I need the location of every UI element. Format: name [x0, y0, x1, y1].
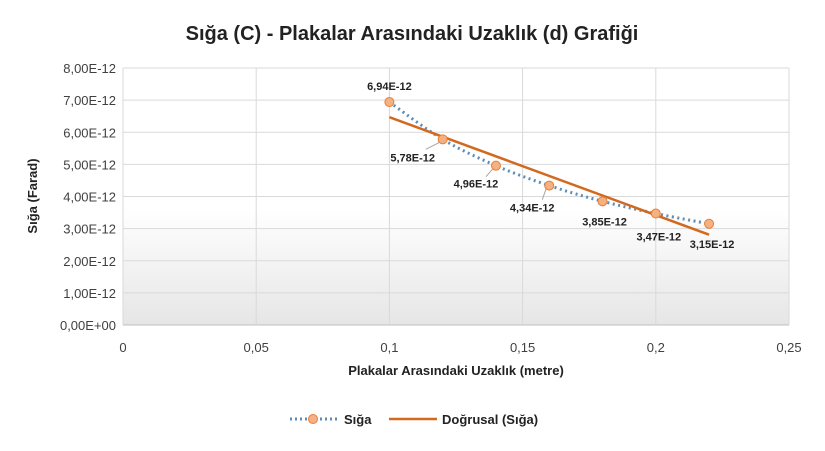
x-axis: 0 0,05 0,1 0,15 0,2 0,25	[119, 340, 801, 355]
x-tick-label: 0,2	[647, 340, 665, 355]
data-label: 5,78E-12	[390, 152, 435, 164]
data-point	[597, 196, 608, 207]
y-tick-label: 4,00E-12	[63, 190, 116, 205]
grid	[122, 67, 790, 326]
data-label: 4,34E-12	[510, 203, 555, 215]
x-tick-label: 0,15	[510, 340, 535, 355]
data-point	[650, 208, 661, 219]
y-tick-label: 3,00E-12	[63, 222, 116, 237]
series: 6,94E-12 5,78E-12 4,96E-12 4,34E-12 3,85E-12…	[367, 81, 734, 251]
x-tick-label: 0,25	[776, 340, 801, 355]
y-tick-label: 7,00E-12	[63, 93, 116, 108]
legend-marker-icon	[308, 414, 318, 424]
data-label: 3,85E-12	[582, 216, 627, 228]
legend: Sığa Doğrusal (Sığa)	[290, 412, 538, 427]
data-point	[704, 218, 715, 229]
y-tick-label: 0,00E+00	[60, 318, 116, 333]
data-label: 6,94E-12	[367, 81, 412, 93]
data-point	[544, 180, 555, 191]
data-label-leader	[541, 188, 547, 200]
y-tick-label: 1,00E-12	[63, 286, 116, 301]
chart-title: Sığa (C) - Plakalar Arasındaki Uzaklık (…	[186, 23, 639, 45]
y-tick-label: 2,00E-12	[63, 254, 116, 269]
y-tick-label: 8,00E-12	[63, 61, 116, 76]
data-point	[437, 134, 448, 145]
y-axis-label: Sığa (Farad)	[25, 158, 40, 233]
data-label: 4,96E-12	[454, 179, 499, 191]
data-label: 3,15E-12	[690, 239, 735, 251]
data-point	[490, 160, 501, 171]
data-point	[384, 97, 395, 108]
data-label-leader	[485, 168, 494, 177]
legend-label-siga: Sığa	[344, 412, 372, 427]
x-tick-label: 0	[119, 340, 126, 355]
x-axis-label: Plakalar Arasındaki Uzaklık (metre)	[348, 363, 564, 378]
legend-label-trend: Doğrusal (Sığa)	[442, 412, 538, 427]
y-tick-label: 6,00E-12	[63, 125, 116, 140]
x-tick-label: 0,1	[380, 340, 398, 355]
y-tick-label: 5,00E-12	[63, 157, 116, 172]
y-axis: 0,00E+00 1,00E-12 2,00E-12 3,00E-12 4,00E-12…	[60, 61, 116, 333]
data-label-leader	[425, 141, 440, 150]
data-label: 3,47E-12	[636, 232, 681, 244]
x-tick-label: 0,05	[244, 340, 269, 355]
